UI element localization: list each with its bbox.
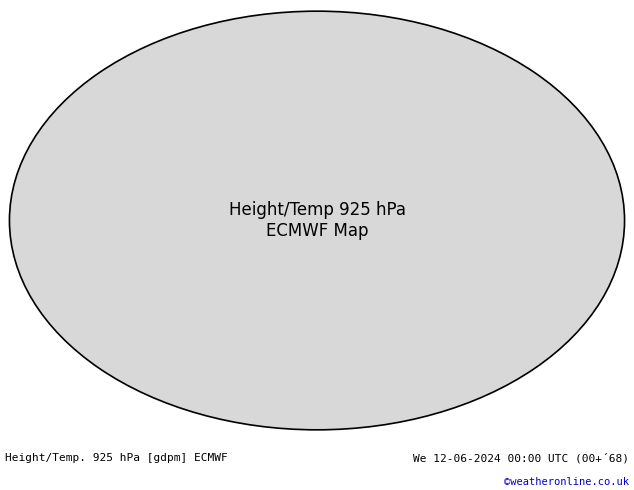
Text: We 12-06-2024 00:00 UTC (00+´68): We 12-06-2024 00:00 UTC (00+´68) — [413, 453, 629, 464]
Text: Height/Temp 925 hPa
ECMWF Map: Height/Temp 925 hPa ECMWF Map — [228, 201, 406, 240]
Text: ©weatheronline.co.uk: ©weatheronline.co.uk — [504, 477, 629, 488]
Text: Height/Temp. 925 hPa [gdpm] ECMWF: Height/Temp. 925 hPa [gdpm] ECMWF — [5, 453, 228, 463]
Ellipse shape — [10, 11, 624, 430]
